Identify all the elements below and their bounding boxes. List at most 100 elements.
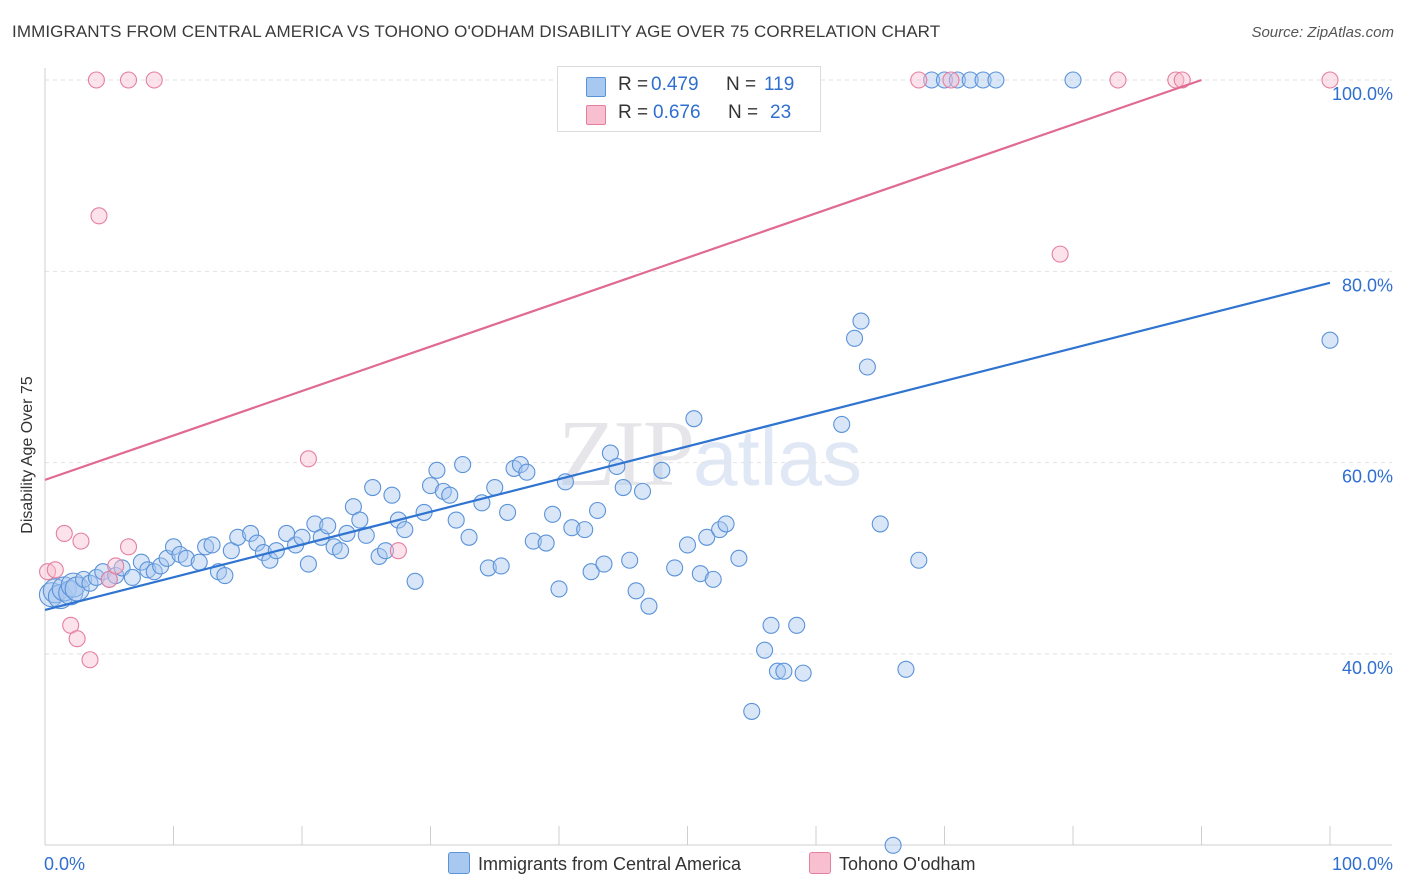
blue-point xyxy=(242,524,260,543)
blue-point xyxy=(768,662,787,680)
legend-label: Immigrants from Central America xyxy=(478,854,742,874)
blue-point xyxy=(730,549,748,567)
blue-point xyxy=(145,563,163,581)
source-credit: Source: ZipAtlas.com xyxy=(1251,24,1394,41)
pink-point xyxy=(55,524,73,543)
blue-point xyxy=(454,456,472,474)
blue-point xyxy=(910,551,928,569)
pink-point xyxy=(87,71,105,89)
blue-point xyxy=(38,582,64,608)
blue-point xyxy=(961,71,979,89)
blue-point xyxy=(396,521,414,539)
legend-item-central-america: Immigrants from Central America xyxy=(448,852,741,875)
blue-point xyxy=(788,616,806,634)
blue-point xyxy=(621,551,639,569)
pink-point xyxy=(68,630,86,648)
n-value: 23 xyxy=(770,102,792,123)
blue-point xyxy=(447,511,465,529)
blue-point xyxy=(550,580,568,598)
blue-point xyxy=(595,555,613,573)
pink-point xyxy=(119,538,138,556)
blue-point xyxy=(794,664,812,682)
pink-point xyxy=(942,71,960,89)
y-tick-label: 80.0% xyxy=(1342,275,1393,295)
pink-point xyxy=(1173,71,1191,89)
n-label: N = xyxy=(726,74,757,95)
blue-point xyxy=(627,582,645,600)
blue-point xyxy=(177,549,195,567)
n-label: N = xyxy=(728,102,759,123)
blue-point xyxy=(974,71,992,89)
blue-point xyxy=(897,660,915,678)
y-axis-label: Disability Age Over 75 xyxy=(19,376,36,534)
blue-point xyxy=(987,71,1005,89)
pink-swatch xyxy=(809,852,831,874)
blue-point xyxy=(743,702,761,720)
blue-point xyxy=(852,312,870,330)
stats-legend: R = 0.479 N = 119 R = 0.676 N = 23 xyxy=(557,66,821,132)
blue-point xyxy=(756,641,774,659)
blue-point xyxy=(441,486,459,504)
pink-point xyxy=(46,561,64,579)
blue-point xyxy=(364,478,382,497)
legend-label: Tohono O'odham xyxy=(839,854,976,874)
blue-point xyxy=(833,415,851,433)
r-label: R = xyxy=(618,102,649,123)
blue-trend-line xyxy=(44,281,1331,612)
blue-point xyxy=(351,511,369,529)
pink-point xyxy=(90,207,108,225)
blue-point xyxy=(640,597,658,615)
x-tick-label: 0.0% xyxy=(44,854,85,874)
blue-point xyxy=(123,568,141,587)
blue-point xyxy=(582,563,600,581)
blue-point xyxy=(633,482,652,500)
blue-point xyxy=(370,547,388,565)
blue-point xyxy=(775,662,793,680)
n-value: 119 xyxy=(764,74,795,95)
blue-point xyxy=(1064,71,1082,89)
pink-point xyxy=(72,532,90,550)
pink-point xyxy=(119,71,138,89)
blue-point xyxy=(81,574,99,592)
blue-point xyxy=(229,528,247,546)
blue-swatch xyxy=(448,852,470,874)
blue-point xyxy=(711,521,729,539)
blue-point xyxy=(845,329,864,347)
pink-point xyxy=(145,71,163,89)
blue-point xyxy=(666,559,684,577)
blue-point xyxy=(248,534,266,552)
pink-trend-line xyxy=(44,78,1202,481)
blue-point xyxy=(704,570,722,588)
pink-point xyxy=(107,557,125,575)
blue-point xyxy=(479,559,497,577)
blue-point xyxy=(698,528,716,546)
blue-point xyxy=(216,567,234,585)
blue-point xyxy=(299,555,317,573)
blue-point xyxy=(524,532,542,550)
blue-point xyxy=(428,461,446,479)
blue-point xyxy=(87,568,105,587)
pink-point xyxy=(389,542,407,560)
blue-point xyxy=(331,542,350,560)
blue-point xyxy=(319,517,337,535)
blue-point xyxy=(576,521,594,539)
blue-point xyxy=(858,358,876,376)
blue-point xyxy=(588,501,607,520)
blue-point xyxy=(948,71,966,89)
blue-point xyxy=(1321,331,1339,349)
pink-point xyxy=(1051,245,1069,263)
pink-point xyxy=(299,450,317,468)
blue-point xyxy=(678,536,697,554)
pink-point xyxy=(910,71,928,89)
blue-point xyxy=(614,478,632,497)
blue-point xyxy=(544,505,562,523)
blue-point xyxy=(197,538,215,556)
pink-point xyxy=(81,651,99,669)
blue-swatch xyxy=(586,77,606,97)
blue-point xyxy=(762,616,780,634)
r-value: 0.676 xyxy=(653,102,701,123)
blue-point xyxy=(537,534,555,552)
blue-point xyxy=(492,557,510,575)
y-tick-label: 60.0% xyxy=(1342,467,1393,487)
